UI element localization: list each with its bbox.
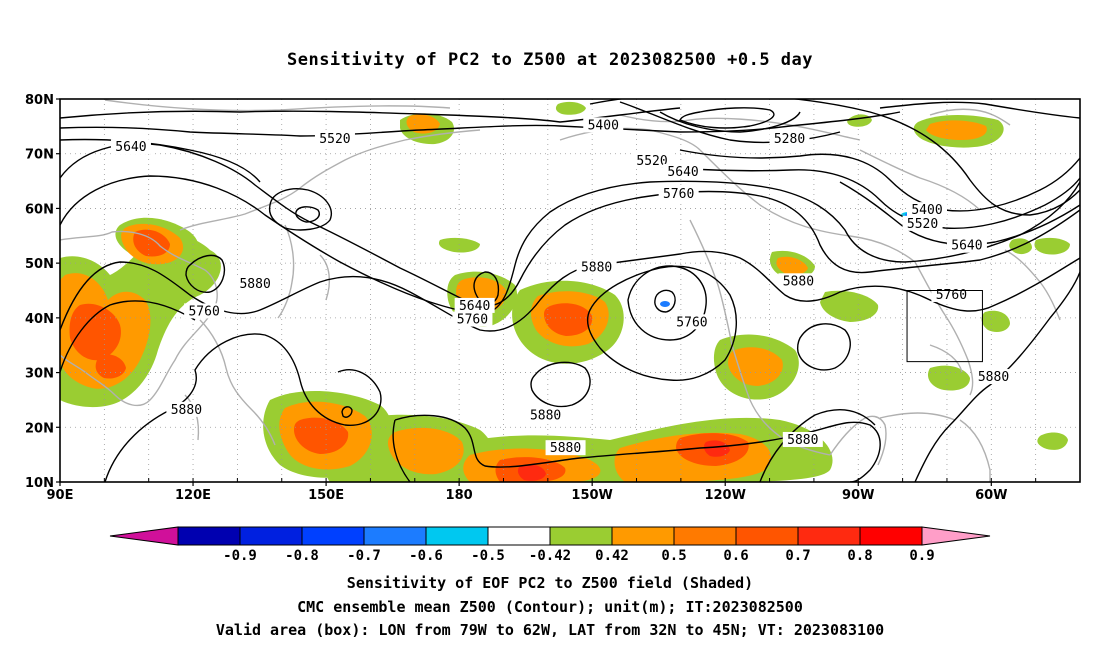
colorbar-tick-label: -0.7 <box>347 548 381 564</box>
contour-label: 5760 <box>188 304 219 319</box>
valid-area-box <box>906 290 983 363</box>
contour-label: 5400 <box>588 118 619 133</box>
lat-tick-label: 30N <box>25 367 54 382</box>
contour-label: 5880 <box>787 433 818 448</box>
contour-label: 5520 <box>319 132 350 147</box>
colorbar-box <box>797 526 861 546</box>
lat-tick-label: 70N <box>25 148 54 163</box>
contour-label-bg <box>671 314 712 330</box>
contour-label-bg <box>907 202 947 218</box>
colorbar-box <box>549 526 613 546</box>
contour-label-bg <box>658 185 699 201</box>
contour-label-bg <box>973 369 1014 385</box>
colorbar-box <box>239 526 303 546</box>
lon-tick-label: 90E <box>47 488 74 503</box>
colorbar-box <box>487 526 551 546</box>
contour-label: 5880 <box>978 370 1009 385</box>
colorbar-tick-label: 0.5 <box>661 548 686 564</box>
contour-label: 5400 <box>911 203 942 218</box>
colorbar-tick-label: -0.5 <box>471 548 505 564</box>
contour-label: 5640 <box>951 239 982 254</box>
contour-label: 5880 <box>530 408 561 423</box>
contour-label-bg <box>454 297 495 313</box>
colorbar: -0.9 -0.8 -0.7 -0.6 -0.5 -0.42 0.42 0.5 0.6 0.7 0.… <box>109 526 991 564</box>
map-frame <box>59 98 1081 483</box>
colorbar-tick-label: -0.42 <box>529 548 571 564</box>
contour-label: 5640 <box>667 165 698 180</box>
contour-label: 5640 <box>459 299 490 314</box>
colorbar-tick-label: 0.9 <box>909 548 934 564</box>
contour-label: 5880 <box>581 261 612 276</box>
contour-label: 5760 <box>457 313 488 328</box>
contour-label: 5880 <box>783 274 814 289</box>
colorbar-box <box>425 526 489 546</box>
contour-label-bg <box>525 407 566 423</box>
contour-label-bg <box>110 139 151 155</box>
colorbar-box <box>301 526 365 546</box>
lat-tick-label: 80N <box>25 93 54 108</box>
lat-lon-grid <box>60 99 1080 482</box>
contour-label: 5640 <box>115 140 146 155</box>
contour-label-bg <box>946 237 987 253</box>
contour-label-bg <box>782 431 823 447</box>
lon-tick-label: 120E <box>175 488 211 503</box>
contour-label: 5880 <box>550 441 581 456</box>
contour-label-bg <box>184 303 225 319</box>
contour-label-bg <box>235 276 276 292</box>
lon-tick-label: 90W <box>842 488 874 503</box>
lon-tick-label: 60W <box>975 488 1007 503</box>
colorbar-box <box>859 526 923 546</box>
colorbar-tick-label: -0.9 <box>223 548 257 564</box>
contour-label: 5760 <box>936 288 967 303</box>
contour-label-bg <box>166 401 207 417</box>
contour-label-bg <box>576 259 617 275</box>
lat-tick-label: 10N <box>25 476 54 491</box>
colorbar-tick-label: -0.8 <box>285 548 319 564</box>
contour-label-bg <box>902 215 943 231</box>
contour-label-bg <box>632 152 673 168</box>
contour-label: 5280 <box>774 132 805 147</box>
lon-tick-label: 150W <box>571 488 612 503</box>
caption-line-3: Valid area (box): LON from 79W to 62W, L… <box>215 621 885 639</box>
colorbar-box <box>177 526 241 546</box>
colorbar-tick-label: 0.42 <box>595 548 629 564</box>
contour-label-bg <box>778 273 819 289</box>
caption-line-1: Sensitivity of EOF PC2 to Z500 field (Sh… <box>346 574 754 592</box>
contour-label-bg <box>452 311 493 327</box>
contour-label: 5520 <box>636 154 667 169</box>
colorbar-box <box>673 526 737 546</box>
contour-label: 5880 <box>171 403 202 418</box>
coastlines <box>60 99 1061 482</box>
contour-label-bg <box>583 117 624 133</box>
contour-label: 5760 <box>676 315 707 330</box>
colorbar-tick-label: 0.6 <box>723 548 748 564</box>
colorbar-tick-label: 0.8 <box>847 548 872 564</box>
colorbar-box <box>735 526 799 546</box>
lat-tick-label: 60N <box>25 202 54 217</box>
colorbar-tick-label: 0.7 <box>785 548 810 564</box>
lon-tick-label: 120W <box>704 488 745 503</box>
lon-tick-label: 180 <box>446 488 473 503</box>
contour-label-bg <box>663 163 704 179</box>
contour-label-bg <box>769 131 810 147</box>
contour-labels: 5640552054005280552056405760540055205640… <box>110 117 1014 456</box>
contour-label: 5760 <box>663 187 694 202</box>
colorbar-box <box>363 526 427 546</box>
colorbar-tick-label: -0.6 <box>409 548 443 564</box>
contour-label: 5520 <box>907 217 938 232</box>
caption-line-2: CMC ensemble mean Z500 (Contour); unit(m… <box>297 598 803 616</box>
contour-label-bg <box>314 131 355 147</box>
contour-label: 5880 <box>239 277 270 292</box>
colorbar-high-triangle <box>921 526 991 546</box>
colorbar-low-triangle <box>109 526 179 546</box>
lat-tick-label: 20N <box>25 421 54 436</box>
lat-tick-label: 40N <box>25 312 54 327</box>
lon-tick-label: 150E <box>308 488 344 503</box>
colorbar-box <box>611 526 675 546</box>
lat-tick-label: 50N <box>25 257 54 272</box>
contour-label-bg <box>545 440 586 456</box>
plot-title: Sensitivity of PC2 to Z500 at 2023082500… <box>286 50 813 70</box>
